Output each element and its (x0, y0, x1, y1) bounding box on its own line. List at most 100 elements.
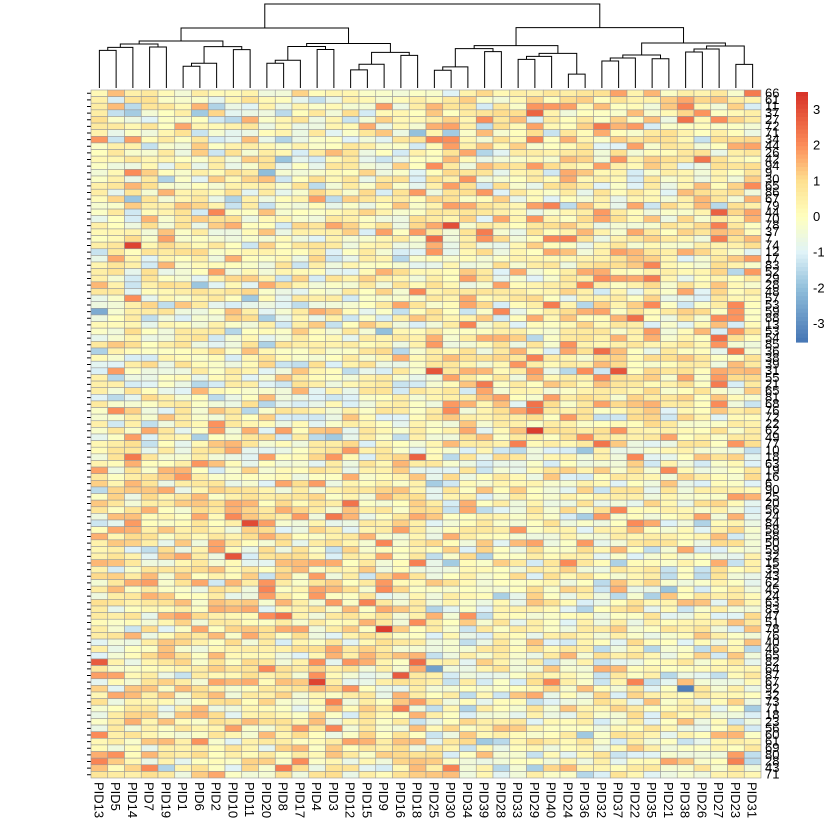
heatmap-cell (509, 129, 527, 137)
heatmap-cell (576, 274, 594, 283)
heatmap-cell (626, 215, 645, 223)
heatmap-cell (576, 526, 594, 534)
heatmap-cell (157, 102, 176, 111)
heatmap-cell (727, 427, 745, 435)
heatmap-cell (593, 274, 611, 283)
heatmap-cell (291, 771, 310, 779)
heatmap-cell (542, 678, 561, 686)
heatmap-cell (291, 731, 310, 739)
heatmap-cell (526, 116, 544, 124)
heatmap-cell (224, 704, 243, 713)
heatmap-cell (475, 738, 494, 746)
heatmap-cell (224, 334, 243, 342)
heatmap-cell (107, 744, 125, 752)
heatmap-cell (375, 400, 393, 408)
heatmap-cell (593, 757, 611, 766)
heatmap-cell (157, 625, 176, 633)
heatmap-cell (526, 427, 544, 435)
heatmap-cell (224, 566, 243, 574)
heatmap-cell (576, 427, 594, 435)
heatmap-cell (341, 731, 360, 739)
heatmap-cell (124, 400, 142, 408)
heatmap-cell (291, 466, 310, 474)
heatmap-cell (425, 367, 444, 375)
heatmap-cell (325, 155, 343, 164)
heatmap-cell (693, 281, 712, 289)
heatmap-cell (408, 394, 427, 402)
heatmap-cell (509, 532, 527, 541)
heatmap-cell (509, 228, 527, 236)
heatmap-cell (676, 241, 695, 250)
heatmap-cell (710, 698, 728, 706)
heatmap-cell (442, 685, 460, 693)
heatmap-cell (308, 724, 326, 733)
heatmap-cell (157, 678, 176, 686)
heatmap-cell (157, 493, 176, 501)
dendrogram-branch (266, 62, 285, 88)
heatmap-cell (693, 222, 712, 230)
heatmap-cell (207, 261, 226, 269)
heatmap-cell (174, 341, 192, 349)
heatmap-cell (710, 744, 728, 752)
column-label: PID2 (209, 782, 224, 811)
heatmap-cell (643, 645, 661, 653)
heatmap-cell (308, 625, 326, 633)
heatmap-cell (375, 718, 393, 726)
heatmap-cell (224, 711, 243, 719)
heatmap-cell (90, 394, 109, 402)
heatmap-cell (224, 526, 243, 534)
heatmap-cell (593, 466, 611, 474)
heatmap-cell (542, 685, 561, 693)
heatmap-cell (442, 327, 460, 336)
heatmap-cell (107, 718, 125, 726)
heatmap-cell (274, 552, 293, 561)
heatmap-cell (308, 301, 326, 309)
dendrogram-branch (400, 54, 419, 88)
heatmap-cell (274, 744, 293, 752)
heatmap-cell (693, 453, 712, 461)
heatmap-cell (140, 241, 159, 250)
heatmap-cell (727, 506, 745, 514)
column-label: PID31 (745, 782, 760, 818)
heatmap-cell (475, 566, 494, 574)
heatmap-cell (140, 208, 159, 217)
heatmap-cell (392, 162, 410, 170)
heatmap-cell (593, 691, 611, 699)
heatmap-cell (492, 354, 511, 362)
heatmap-cell (593, 129, 611, 137)
heatmap-cell (392, 142, 410, 150)
heatmap-cell (559, 380, 578, 388)
heatmap-cell (174, 109, 192, 117)
heatmap-cell (258, 658, 276, 666)
heatmap-cell (358, 771, 377, 779)
heatmap-cell (325, 281, 343, 289)
heatmap-cell (576, 294, 594, 302)
heatmap-cell (107, 592, 125, 600)
heatmap-cell (375, 466, 393, 474)
heatmap-cell (291, 460, 310, 468)
heatmap-cell (492, 757, 511, 766)
heatmap-cell (710, 493, 728, 501)
heatmap-cell (375, 228, 393, 236)
heatmap-cell (643, 698, 661, 706)
heatmap-cell (526, 724, 544, 733)
heatmap-cell (291, 195, 310, 203)
heatmap-cell (341, 433, 360, 441)
heatmap-cell (174, 301, 192, 309)
legend-color-step (796, 254, 808, 260)
heatmap-cell (475, 301, 494, 309)
heatmap-cell (224, 109, 243, 117)
heatmap-cell (358, 625, 377, 633)
heatmap-cell (576, 169, 594, 177)
heatmap-cell (107, 407, 125, 415)
heatmap-cell (526, 704, 544, 713)
heatmap-cell (174, 169, 192, 177)
heatmap-cell (308, 572, 326, 580)
heatmap-cell (475, 341, 494, 349)
heatmap-cell (207, 678, 226, 686)
heatmap-cell (341, 89, 360, 97)
heatmap-cell (475, 513, 494, 521)
heatmap-cell (526, 255, 544, 263)
heatmap-cell (425, 288, 444, 296)
heatmap-cell (643, 638, 661, 647)
